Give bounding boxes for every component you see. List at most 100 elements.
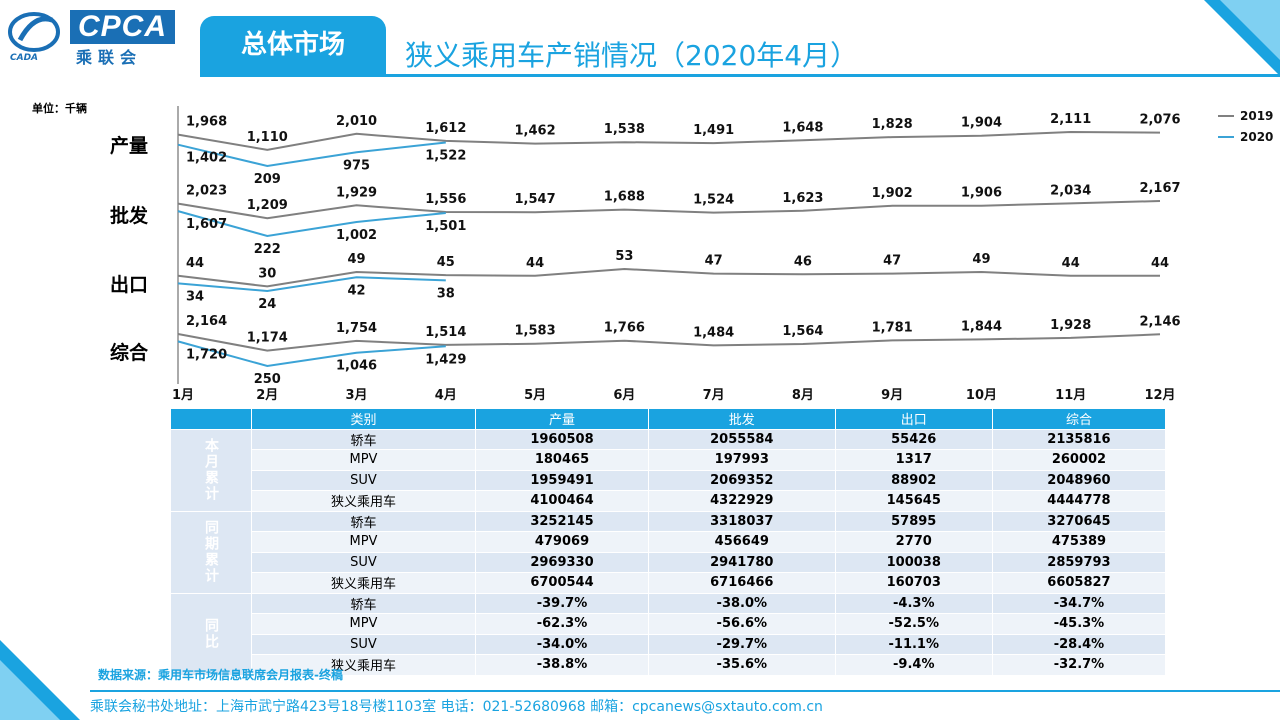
series-line-2019 bbox=[177, 267, 1160, 288]
data-label: 2,076 bbox=[1139, 113, 1180, 128]
data-label: 2,111 bbox=[1050, 112, 1091, 127]
data-label: 44 bbox=[1062, 256, 1080, 271]
table-cell-value: -56.6% bbox=[648, 613, 836, 635]
data-label: 49 bbox=[972, 252, 990, 267]
table-cell-value: 55426 bbox=[834, 428, 993, 450]
table-cell-value: 3270645 bbox=[991, 510, 1167, 532]
data-label: 1,564 bbox=[782, 324, 823, 339]
table-group-label: 同比 bbox=[170, 592, 252, 676]
table-cell-value: 260002 bbox=[991, 449, 1167, 471]
data-label: 44 bbox=[1151, 256, 1169, 271]
series-line-2020 bbox=[177, 276, 446, 293]
data-label: 1,484 bbox=[693, 325, 734, 340]
logo-mark-text: CADA bbox=[10, 53, 38, 62]
data-label: 1,754 bbox=[336, 321, 377, 336]
footer-contact: 乘联会秘书处地址：上海市武宁路423号18号楼1103室 电话：021-5268… bbox=[90, 699, 823, 715]
table-cell-value: 3318037 bbox=[648, 510, 836, 532]
table-cell-value: 6716466 bbox=[648, 572, 836, 594]
table-cell-category: 轿车 bbox=[251, 592, 476, 614]
data-label: 2,167 bbox=[1139, 181, 1180, 196]
table-cell-value: 3252145 bbox=[474, 510, 650, 532]
table-cell-value: -4.3% bbox=[834, 592, 993, 614]
table-cell-value: 1317 bbox=[834, 449, 993, 471]
table-cell-value: 2135816 bbox=[991, 428, 1167, 450]
table-cell-value: 145645 bbox=[834, 490, 993, 512]
data-label: 1,402 bbox=[186, 151, 227, 166]
series-line-2020 bbox=[177, 141, 446, 168]
data-label: 2,164 bbox=[186, 314, 227, 329]
series-line-2019 bbox=[177, 130, 1161, 151]
data-label: 42 bbox=[347, 283, 365, 298]
x-tick-label: 10月 bbox=[966, 388, 997, 403]
table-row: 本月累计 轿车 1960508 2055584 55426 2135816 bbox=[170, 428, 1167, 512]
data-label: 1,556 bbox=[425, 192, 466, 207]
table-cell-value: -28.4% bbox=[991, 633, 1167, 655]
table-cell-value: 475389 bbox=[991, 531, 1167, 553]
table-cell-value: 6605827 bbox=[991, 572, 1167, 594]
table-cell-value: 57895 bbox=[834, 510, 993, 532]
data-label: 1,623 bbox=[782, 191, 823, 206]
table-cell-value: 2859793 bbox=[991, 551, 1167, 573]
data-label: 1,844 bbox=[961, 319, 1002, 334]
data-label: 44 bbox=[186, 256, 204, 271]
x-tick-label: 12月 bbox=[1144, 388, 1175, 403]
table-cell-value: 2770 bbox=[834, 531, 993, 553]
page-title: 狭义乘用车产销情况（2020年4月） bbox=[405, 39, 859, 72]
x-tick-label: 4月 bbox=[435, 388, 457, 403]
table-cell-category: 狭义乘用车 bbox=[251, 490, 476, 512]
data-label: 1,612 bbox=[425, 121, 466, 136]
panel-label-export: 出口 bbox=[110, 274, 149, 296]
table-row: 狭义乘用车 4100464 4322929 145645 4444778 bbox=[171, 490, 1167, 512]
header-divider bbox=[200, 74, 1280, 77]
data-label: 1,928 bbox=[1050, 318, 1091, 333]
data-label: 250 bbox=[254, 372, 281, 387]
data-label: 1,491 bbox=[693, 123, 734, 138]
table-header-row: 类别 产量 批发 出口 综合 bbox=[170, 408, 1167, 430]
data-label: 53 bbox=[615, 249, 633, 264]
data-label: 1,524 bbox=[693, 193, 734, 208]
table-cell-category: MPV bbox=[251, 449, 476, 471]
table-header-corner bbox=[170, 408, 252, 430]
table-cell-value: 4100464 bbox=[474, 490, 650, 512]
table-cell-value: 2048960 bbox=[991, 469, 1167, 491]
table-cell-value: 180465 bbox=[474, 449, 650, 471]
table-row: 狭义乘用车 6700544 6716466 160703 6605827 bbox=[171, 572, 1167, 594]
table-cell-value: 88902 bbox=[834, 469, 993, 491]
table-cell-category: 狭义乘用车 bbox=[251, 572, 476, 594]
data-label: 1,110 bbox=[247, 130, 288, 145]
table-cell-category: SUV bbox=[251, 469, 476, 491]
data-label: 1,968 bbox=[186, 115, 227, 130]
series-line-2020 bbox=[177, 210, 446, 238]
x-tick-label: 6月 bbox=[613, 388, 635, 403]
logo-latin: CPCA bbox=[70, 10, 176, 44]
data-label: 30 bbox=[258, 266, 276, 281]
data-label: 1,209 bbox=[247, 198, 288, 213]
series-line-2020 bbox=[177, 340, 446, 368]
table-cell-value: -45.3% bbox=[991, 613, 1167, 635]
footer-divider bbox=[90, 690, 1280, 692]
data-label: 1,766 bbox=[604, 321, 645, 336]
data-label: 45 bbox=[437, 255, 455, 270]
table-cell-value: -29.7% bbox=[648, 633, 836, 655]
data-label: 1,002 bbox=[336, 228, 377, 243]
table-cell-value: 4444778 bbox=[991, 490, 1167, 512]
data-label: 1,583 bbox=[515, 324, 556, 339]
x-tick-label: 1月 bbox=[172, 388, 194, 403]
table-row: SUV 1959491 2069352 88902 2048960 bbox=[171, 469, 1167, 491]
unit-label: 单位：千辆 bbox=[32, 102, 87, 115]
x-tick-label: 8月 bbox=[792, 388, 814, 403]
logo-chinese: 乘联会 bbox=[76, 48, 143, 67]
data-label: 49 bbox=[347, 252, 365, 267]
table-cell-value: 2941780 bbox=[648, 551, 836, 573]
table-header: 批发 bbox=[648, 408, 836, 430]
panel-label-wholesale: 批发 bbox=[110, 205, 149, 227]
table-cell-category: MPV bbox=[251, 613, 476, 635]
table-cell-value: -38.0% bbox=[648, 592, 836, 614]
data-label: 2,010 bbox=[336, 114, 377, 129]
line-chart: 1,968 1,110 2,010 1,612 1,462 1,538 1,491 1,648… bbox=[172, 106, 1273, 403]
x-tick-label: 9月 bbox=[881, 388, 903, 403]
x-tick-label: 5月 bbox=[524, 388, 546, 403]
data-label: 46 bbox=[794, 254, 812, 269]
corner-decoration-top-right-inner bbox=[1220, 0, 1280, 60]
table-cell-value: -11.1% bbox=[834, 633, 993, 655]
